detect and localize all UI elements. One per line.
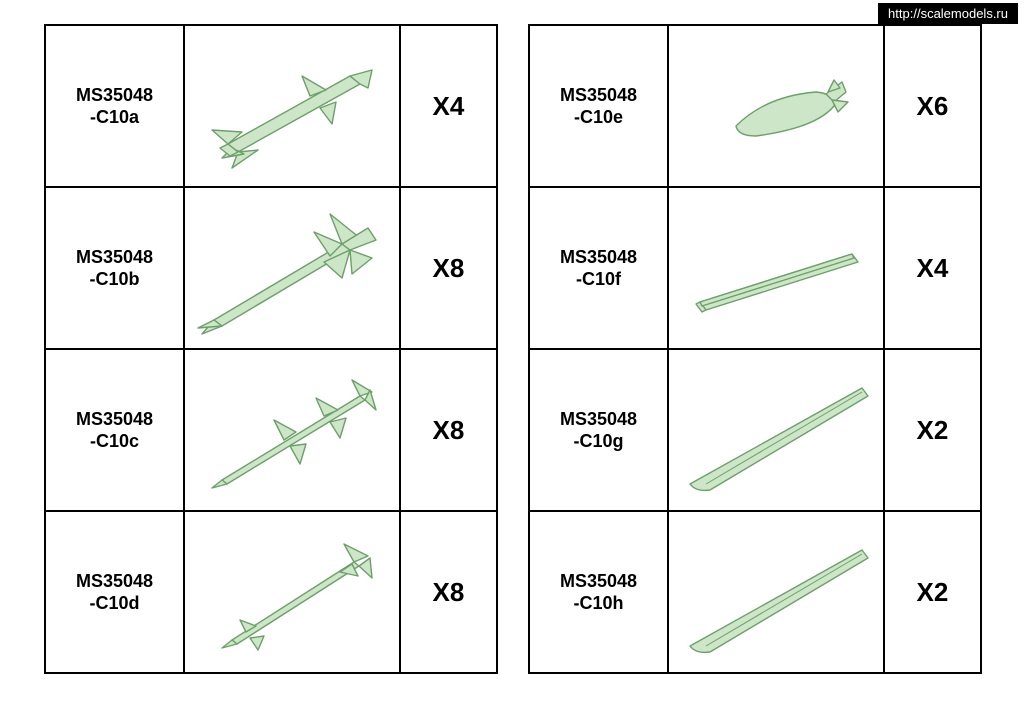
part-image-cell: [184, 511, 400, 673]
parts-sheet: MS35048 -C10a: [0, 0, 1024, 698]
table-row: MS35048 -C10f X4: [529, 187, 981, 349]
table-row: MS35048 -C10c: [45, 349, 497, 511]
part-code-line2: -C10g: [531, 430, 666, 453]
part-qty: X8: [433, 577, 465, 607]
watermark: http://scalemodels.ru: [878, 3, 1018, 24]
part-code-line1: MS35048: [47, 408, 182, 431]
parts-table-left: MS35048 -C10a: [44, 24, 498, 674]
bomb-icon: [676, 36, 876, 176]
table-row: MS35048 -C10a: [45, 25, 497, 187]
table-row: MS35048 -C10b: [45, 187, 497, 349]
table-row: MS35048 -C10g X2: [529, 349, 981, 511]
part-code-line2: -C10e: [531, 106, 666, 129]
part-image-cell: [668, 511, 884, 673]
part-code-line2: -C10h: [531, 592, 666, 615]
part-qty-cell: X6: [884, 25, 981, 187]
part-image-cell: [184, 25, 400, 187]
part-image-cell: [668, 25, 884, 187]
part-code-line2: -C10f: [531, 268, 666, 291]
part-qty: X2: [917, 577, 949, 607]
part-image-cell: [668, 187, 884, 349]
part-code-line1: MS35048: [47, 246, 182, 269]
table-row: MS35048 -C10d: [45, 511, 497, 673]
part-qty: X2: [917, 415, 949, 445]
part-code-line1: MS35048: [531, 246, 666, 269]
part-code-line1: MS35048: [47, 84, 182, 107]
part-code-cell: MS35048 -C10e: [529, 25, 668, 187]
part-code-line2: -C10d: [47, 592, 182, 615]
rail-icon: [676, 198, 876, 338]
blade-long-icon: [676, 522, 876, 662]
part-code-line1: MS35048: [47, 570, 182, 593]
part-code-line1: MS35048: [531, 408, 666, 431]
part-code-line2: -C10b: [47, 268, 182, 291]
part-qty: X4: [433, 91, 465, 121]
part-image-cell: [184, 349, 400, 511]
part-qty-cell: X2: [884, 349, 981, 511]
part-code-cell: MS35048 -C10b: [45, 187, 184, 349]
missile-sharp-nose-icon: [192, 198, 392, 338]
part-qty-cell: X4: [884, 187, 981, 349]
part-code-cell: MS35048 -C10h: [529, 511, 668, 673]
part-code-cell: MS35048 -C10f: [529, 187, 668, 349]
part-code-cell: MS35048 -C10a: [45, 25, 184, 187]
table-row: MS35048 -C10e X6: [529, 25, 981, 187]
part-qty: X6: [917, 91, 949, 121]
part-qty-cell: X8: [400, 349, 497, 511]
part-qty-cell: X8: [400, 187, 497, 349]
part-qty: X8: [433, 253, 465, 283]
part-qty: X4: [917, 253, 949, 283]
missile-large-fins-icon: [192, 36, 392, 176]
part-code-cell: MS35048 -C10d: [45, 511, 184, 673]
part-code-line1: MS35048: [531, 84, 666, 107]
part-code-line2: -C10a: [47, 106, 182, 129]
rocket-tail-fins-icon: [192, 522, 392, 662]
rocket-mid-fins-icon: [192, 360, 392, 500]
part-image-cell: [184, 187, 400, 349]
part-code-line1: MS35048: [531, 570, 666, 593]
part-qty-cell: X4: [400, 25, 497, 187]
part-qty-cell: X2: [884, 511, 981, 673]
part-code-cell: MS35048 -C10g: [529, 349, 668, 511]
part-qty: X8: [433, 415, 465, 445]
part-code-cell: MS35048 -C10c: [45, 349, 184, 511]
part-image-cell: [668, 349, 884, 511]
part-code-line2: -C10c: [47, 430, 182, 453]
parts-table-right: MS35048 -C10e X6: [528, 24, 982, 674]
part-qty-cell: X8: [400, 511, 497, 673]
table-row: MS35048 -C10h X2: [529, 511, 981, 673]
blade-long-icon: [676, 360, 876, 500]
